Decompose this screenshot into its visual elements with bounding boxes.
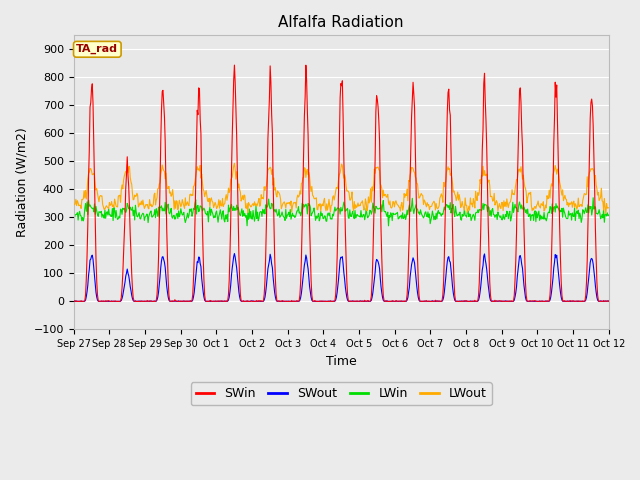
LWin: [385, 223, 392, 228]
Text: TA_rad: TA_rad: [76, 44, 118, 54]
SWin: [605, 299, 612, 304]
Line: LWin: LWin: [74, 198, 609, 226]
SWin: [71, 299, 79, 304]
SWout: [422, 298, 430, 304]
LWout: [134, 204, 142, 210]
LWin: [605, 212, 612, 218]
SWin: [218, 298, 226, 304]
SWin: [189, 276, 197, 282]
LWin: [407, 208, 415, 214]
SWin: [230, 62, 238, 68]
LWin: [134, 212, 142, 218]
LWout: [407, 169, 415, 175]
SWout: [605, 298, 612, 304]
LWout: [230, 160, 238, 166]
SWout: [134, 299, 142, 304]
SWin: [408, 114, 415, 120]
LWout: [217, 203, 225, 208]
Line: SWin: SWin: [74, 65, 609, 301]
LWin: [217, 211, 225, 217]
LWout: [79, 196, 87, 202]
Legend: SWin, SWout, LWin, LWout: SWin, SWout, LWin, LWout: [191, 383, 492, 406]
LWout: [189, 192, 196, 198]
SWout: [70, 299, 77, 304]
LWout: [70, 201, 77, 206]
X-axis label: Time: Time: [326, 355, 356, 368]
LWin: [189, 210, 196, 216]
Line: LWout: LWout: [74, 163, 609, 214]
SWout: [407, 268, 415, 274]
SWout: [217, 298, 225, 304]
LWin: [589, 195, 597, 201]
LWin: [70, 217, 77, 223]
LWout: [602, 211, 610, 216]
SWout: [79, 299, 87, 304]
SWin: [135, 299, 143, 304]
Line: SWout: SWout: [74, 253, 609, 301]
SWin: [80, 299, 88, 304]
SWout: [189, 297, 196, 303]
LWout: [605, 205, 612, 211]
SWin: [70, 298, 77, 304]
Y-axis label: Radiation (W/m2): Radiation (W/m2): [15, 128, 28, 237]
LWin: [79, 218, 87, 224]
LWin: [422, 213, 430, 218]
SWout: [230, 251, 238, 256]
Title: Alfalfa Radiation: Alfalfa Radiation: [278, 15, 404, 30]
SWin: [424, 299, 431, 304]
LWout: [422, 204, 430, 210]
